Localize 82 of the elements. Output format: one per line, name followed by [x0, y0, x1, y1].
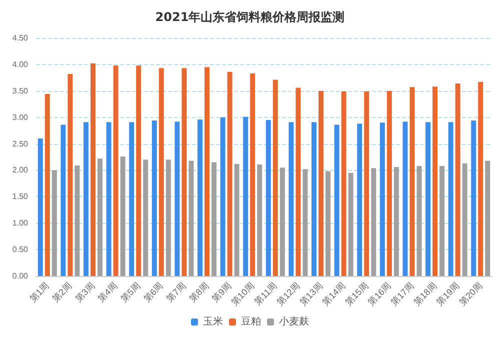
bar — [380, 122, 385, 276]
y-tick-label: 2.00 — [12, 166, 29, 175]
bar — [440, 166, 444, 276]
chart-title: 2021年山东省饲料粮价格周报监测 — [155, 10, 345, 24]
bar — [74, 165, 80, 276]
bar — [198, 119, 202, 276]
bar — [158, 68, 164, 276]
bar — [136, 66, 142, 276]
x-tick-label: 第4周 — [96, 280, 120, 304]
bar — [364, 91, 370, 276]
legend-label: 玉米 — [203, 316, 223, 328]
bar — [348, 172, 354, 276]
bar — [326, 171, 330, 276]
bar — [478, 82, 484, 276]
bar — [68, 74, 73, 276]
bar — [312, 122, 316, 276]
bar — [44, 94, 50, 276]
bar — [462, 163, 468, 276]
y-tick-label: 3.50 — [12, 86, 29, 96]
bar — [98, 158, 102, 276]
y-tick-label: 1.50 — [12, 192, 29, 202]
bar — [188, 160, 194, 276]
bar — [455, 83, 460, 276]
bar — [257, 164, 262, 276]
bar — [288, 122, 294, 276]
x-tick-label: 第5周 — [118, 280, 142, 304]
bar — [272, 80, 278, 276]
bar — [394, 167, 399, 276]
bar — [471, 120, 476, 276]
bar — [38, 138, 43, 276]
bar — [129, 122, 134, 276]
bar — [334, 124, 340, 276]
bar — [143, 160, 148, 276]
y-tick-label: 3.00 — [12, 112, 29, 122]
bar — [204, 67, 210, 276]
bar — [212, 162, 216, 276]
x-tick-label: 第2周 — [50, 280, 74, 304]
bar — [426, 122, 430, 276]
bar — [60, 124, 66, 276]
y-tick-label: 4.00 — [12, 60, 29, 69]
bar — [174, 122, 180, 276]
bar — [357, 124, 362, 276]
x-tick-label: 第6周 — [142, 280, 165, 304]
x-tick-label: 第8周 — [187, 280, 211, 304]
x-tick-label: 第1周 — [28, 280, 51, 304]
legend-label: 豆粕 — [241, 316, 261, 328]
legend-label: 小麦麸 — [279, 316, 309, 328]
bar — [318, 90, 324, 276]
bar — [152, 120, 157, 276]
bar — [90, 63, 96, 276]
bar — [485, 160, 490, 276]
bar — [302, 169, 308, 276]
bar — [266, 120, 271, 276]
y-tick-label: 0.00 — [12, 272, 29, 280]
bar — [416, 166, 422, 276]
bar — [182, 68, 187, 276]
bar — [448, 122, 454, 276]
bar — [432, 86, 438, 276]
bar — [280, 168, 285, 276]
bar — [234, 164, 240, 276]
bar — [84, 122, 88, 276]
bar — [371, 168, 376, 276]
bar — [250, 73, 256, 276]
bar — [113, 66, 118, 276]
bar — [227, 72, 232, 276]
y-tick-label: 1.00 — [12, 218, 29, 228]
y-tick-label: 0.50 — [12, 245, 29, 254]
bar — [341, 91, 346, 276]
x-tick-label: 第7周 — [164, 280, 188, 304]
bar — [243, 116, 248, 276]
bar — [386, 90, 392, 276]
bar — [402, 122, 408, 276]
bar — [410, 87, 415, 276]
bar — [120, 156, 126, 276]
bar — [106, 122, 112, 276]
bar — [296, 88, 301, 276]
bar — [52, 170, 57, 276]
y-tick-label: 2.50 — [12, 139, 29, 148]
x-tick-label: 第3周 — [73, 280, 97, 304]
y-tick-label: 4.50 — [12, 34, 29, 42]
bar — [220, 117, 226, 276]
bar — [166, 160, 171, 276]
